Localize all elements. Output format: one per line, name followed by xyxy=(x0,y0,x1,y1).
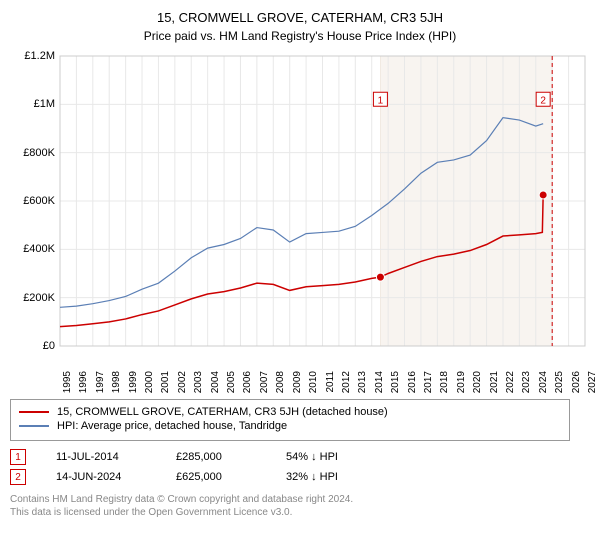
marker-row: 1 11-JUL-2014 £285,000 54% ↓ HPI xyxy=(10,449,570,465)
x-tick-label: 2020 xyxy=(472,371,483,411)
x-tick-label: 2001 xyxy=(160,371,171,411)
marker-row: 2 14-JUN-2024 £625,000 32% ↓ HPI xyxy=(10,469,570,485)
x-tick-label: 2022 xyxy=(505,371,516,411)
x-tick-label: 2010 xyxy=(308,371,319,411)
x-tick-label: 2014 xyxy=(374,371,385,411)
x-tick-label: 2016 xyxy=(407,371,418,411)
x-tick-label: 1998 xyxy=(111,371,122,411)
chart-svg: 12 xyxy=(10,51,590,391)
y-tick-label: £400K xyxy=(23,243,55,255)
legend-swatch xyxy=(19,411,49,413)
x-tick-label: 2005 xyxy=(226,371,237,411)
chart-area: 12 £0£200K£400K£600K£800K£1M£1.2M 199519… xyxy=(10,51,590,391)
legend-swatch xyxy=(19,425,49,427)
x-tick-label: 2021 xyxy=(489,371,500,411)
x-tick-label: 2008 xyxy=(275,371,286,411)
footer-line: This data is licensed under the Open Gov… xyxy=(10,506,590,519)
chart-subtitle: Price paid vs. HM Land Registry's House … xyxy=(10,29,590,43)
x-tick-label: 2011 xyxy=(325,371,336,411)
y-tick-label: £1M xyxy=(34,98,55,110)
marker-price: £285,000 xyxy=(176,451,256,463)
marker-price: £625,000 xyxy=(176,471,256,483)
x-tick-label: 2013 xyxy=(357,371,368,411)
marker-pct: 32% ↓ HPI xyxy=(286,471,366,483)
legend: 15, CROMWELL GROVE, CATERHAM, CR3 5JH (d… xyxy=(10,399,570,441)
y-tick-label: £0 xyxy=(43,340,55,352)
x-tick-label: 1995 xyxy=(62,371,73,411)
legend-label: HPI: Average price, detached house, Tand… xyxy=(57,420,287,432)
x-tick-label: 2018 xyxy=(439,371,450,411)
y-tick-label: £1.2M xyxy=(24,50,55,62)
marker-date: 11-JUL-2014 xyxy=(56,451,146,463)
x-tick-label: 2023 xyxy=(521,371,532,411)
x-tick-label: 2009 xyxy=(292,371,303,411)
marker-badge: 1 xyxy=(10,449,26,465)
x-tick-label: 2002 xyxy=(177,371,188,411)
footer: Contains HM Land Registry data © Crown c… xyxy=(10,493,590,519)
chart-container: 15, CROMWELL GROVE, CATERHAM, CR3 5JH Pr… xyxy=(0,0,600,519)
x-tick-label: 1997 xyxy=(95,371,106,411)
x-tick-label: 2025 xyxy=(554,371,565,411)
marker-table: 1 11-JUL-2014 £285,000 54% ↓ HPI 2 14-JU… xyxy=(10,449,570,485)
x-tick-label: 2019 xyxy=(456,371,467,411)
x-tick-label: 2000 xyxy=(144,371,155,411)
x-tick-label: 2007 xyxy=(259,371,270,411)
x-tick-label: 2024 xyxy=(538,371,549,411)
x-tick-label: 2027 xyxy=(587,371,598,411)
x-tick-label: 2012 xyxy=(341,371,352,411)
legend-item: HPI: Average price, detached house, Tand… xyxy=(19,420,561,432)
legend-label: 15, CROMWELL GROVE, CATERHAM, CR3 5JH (d… xyxy=(57,406,388,418)
svg-text:2: 2 xyxy=(540,95,546,106)
x-tick-label: 2003 xyxy=(193,371,204,411)
y-tick-label: £800K xyxy=(23,147,55,159)
marker-badge: 2 xyxy=(10,469,26,485)
marker-date: 14-JUN-2024 xyxy=(56,471,146,483)
x-tick-label: 2006 xyxy=(242,371,253,411)
x-tick-label: 2004 xyxy=(210,371,221,411)
x-tick-label: 2017 xyxy=(423,371,434,411)
y-tick-label: £200K xyxy=(23,292,55,304)
x-tick-label: 2026 xyxy=(571,371,582,411)
chart-title: 15, CROMWELL GROVE, CATERHAM, CR3 5JH xyxy=(10,10,590,25)
svg-text:1: 1 xyxy=(378,95,384,106)
footer-line: Contains HM Land Registry data © Crown c… xyxy=(10,493,590,506)
x-tick-label: 2015 xyxy=(390,371,401,411)
x-tick-label: 1996 xyxy=(78,371,89,411)
marker-pct: 54% ↓ HPI xyxy=(286,451,366,463)
y-tick-label: £600K xyxy=(23,195,55,207)
x-tick-label: 1999 xyxy=(128,371,139,411)
